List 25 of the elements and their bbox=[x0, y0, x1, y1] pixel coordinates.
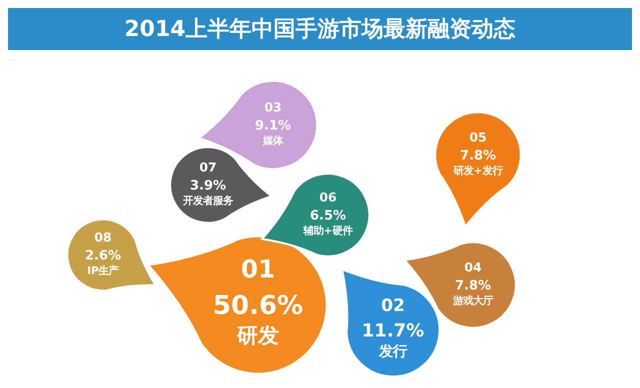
category-label: 发行 bbox=[378, 344, 407, 360]
data-label: 50.6% bbox=[212, 291, 304, 322]
category-label: 开发者服务 bbox=[182, 194, 233, 207]
text: 04 bbox=[464, 260, 482, 274]
data-label: 9.1% bbox=[254, 118, 292, 134]
data-label: 2.6% bbox=[84, 248, 122, 264]
text: 2014上半年中国手游市场最新融资动态 bbox=[8, 8, 632, 50]
category-label: 辅助+硬件 bbox=[302, 224, 352, 237]
category-label: 研发+发行 bbox=[452, 164, 502, 177]
data-label: 7.8% bbox=[460, 148, 496, 164]
text: 06 bbox=[319, 190, 337, 204]
category-label: 游戏大厅 bbox=[452, 294, 493, 307]
category-label: 研发 bbox=[236, 324, 279, 348]
text: 02 bbox=[381, 296, 405, 316]
category-label: IP生产 bbox=[87, 264, 119, 277]
data-label: 7.8% bbox=[454, 278, 492, 294]
text: 01 bbox=[240, 254, 276, 284]
data-label: 3.9% bbox=[190, 178, 226, 194]
data-label: 11.7% bbox=[362, 320, 424, 342]
text: 05 bbox=[469, 130, 487, 144]
category-label: 媒体 bbox=[262, 134, 284, 147]
text: 07 bbox=[199, 160, 217, 174]
text: 08 bbox=[94, 230, 112, 244]
data-label: 6.5% bbox=[310, 208, 346, 224]
text: 03 bbox=[264, 100, 282, 114]
